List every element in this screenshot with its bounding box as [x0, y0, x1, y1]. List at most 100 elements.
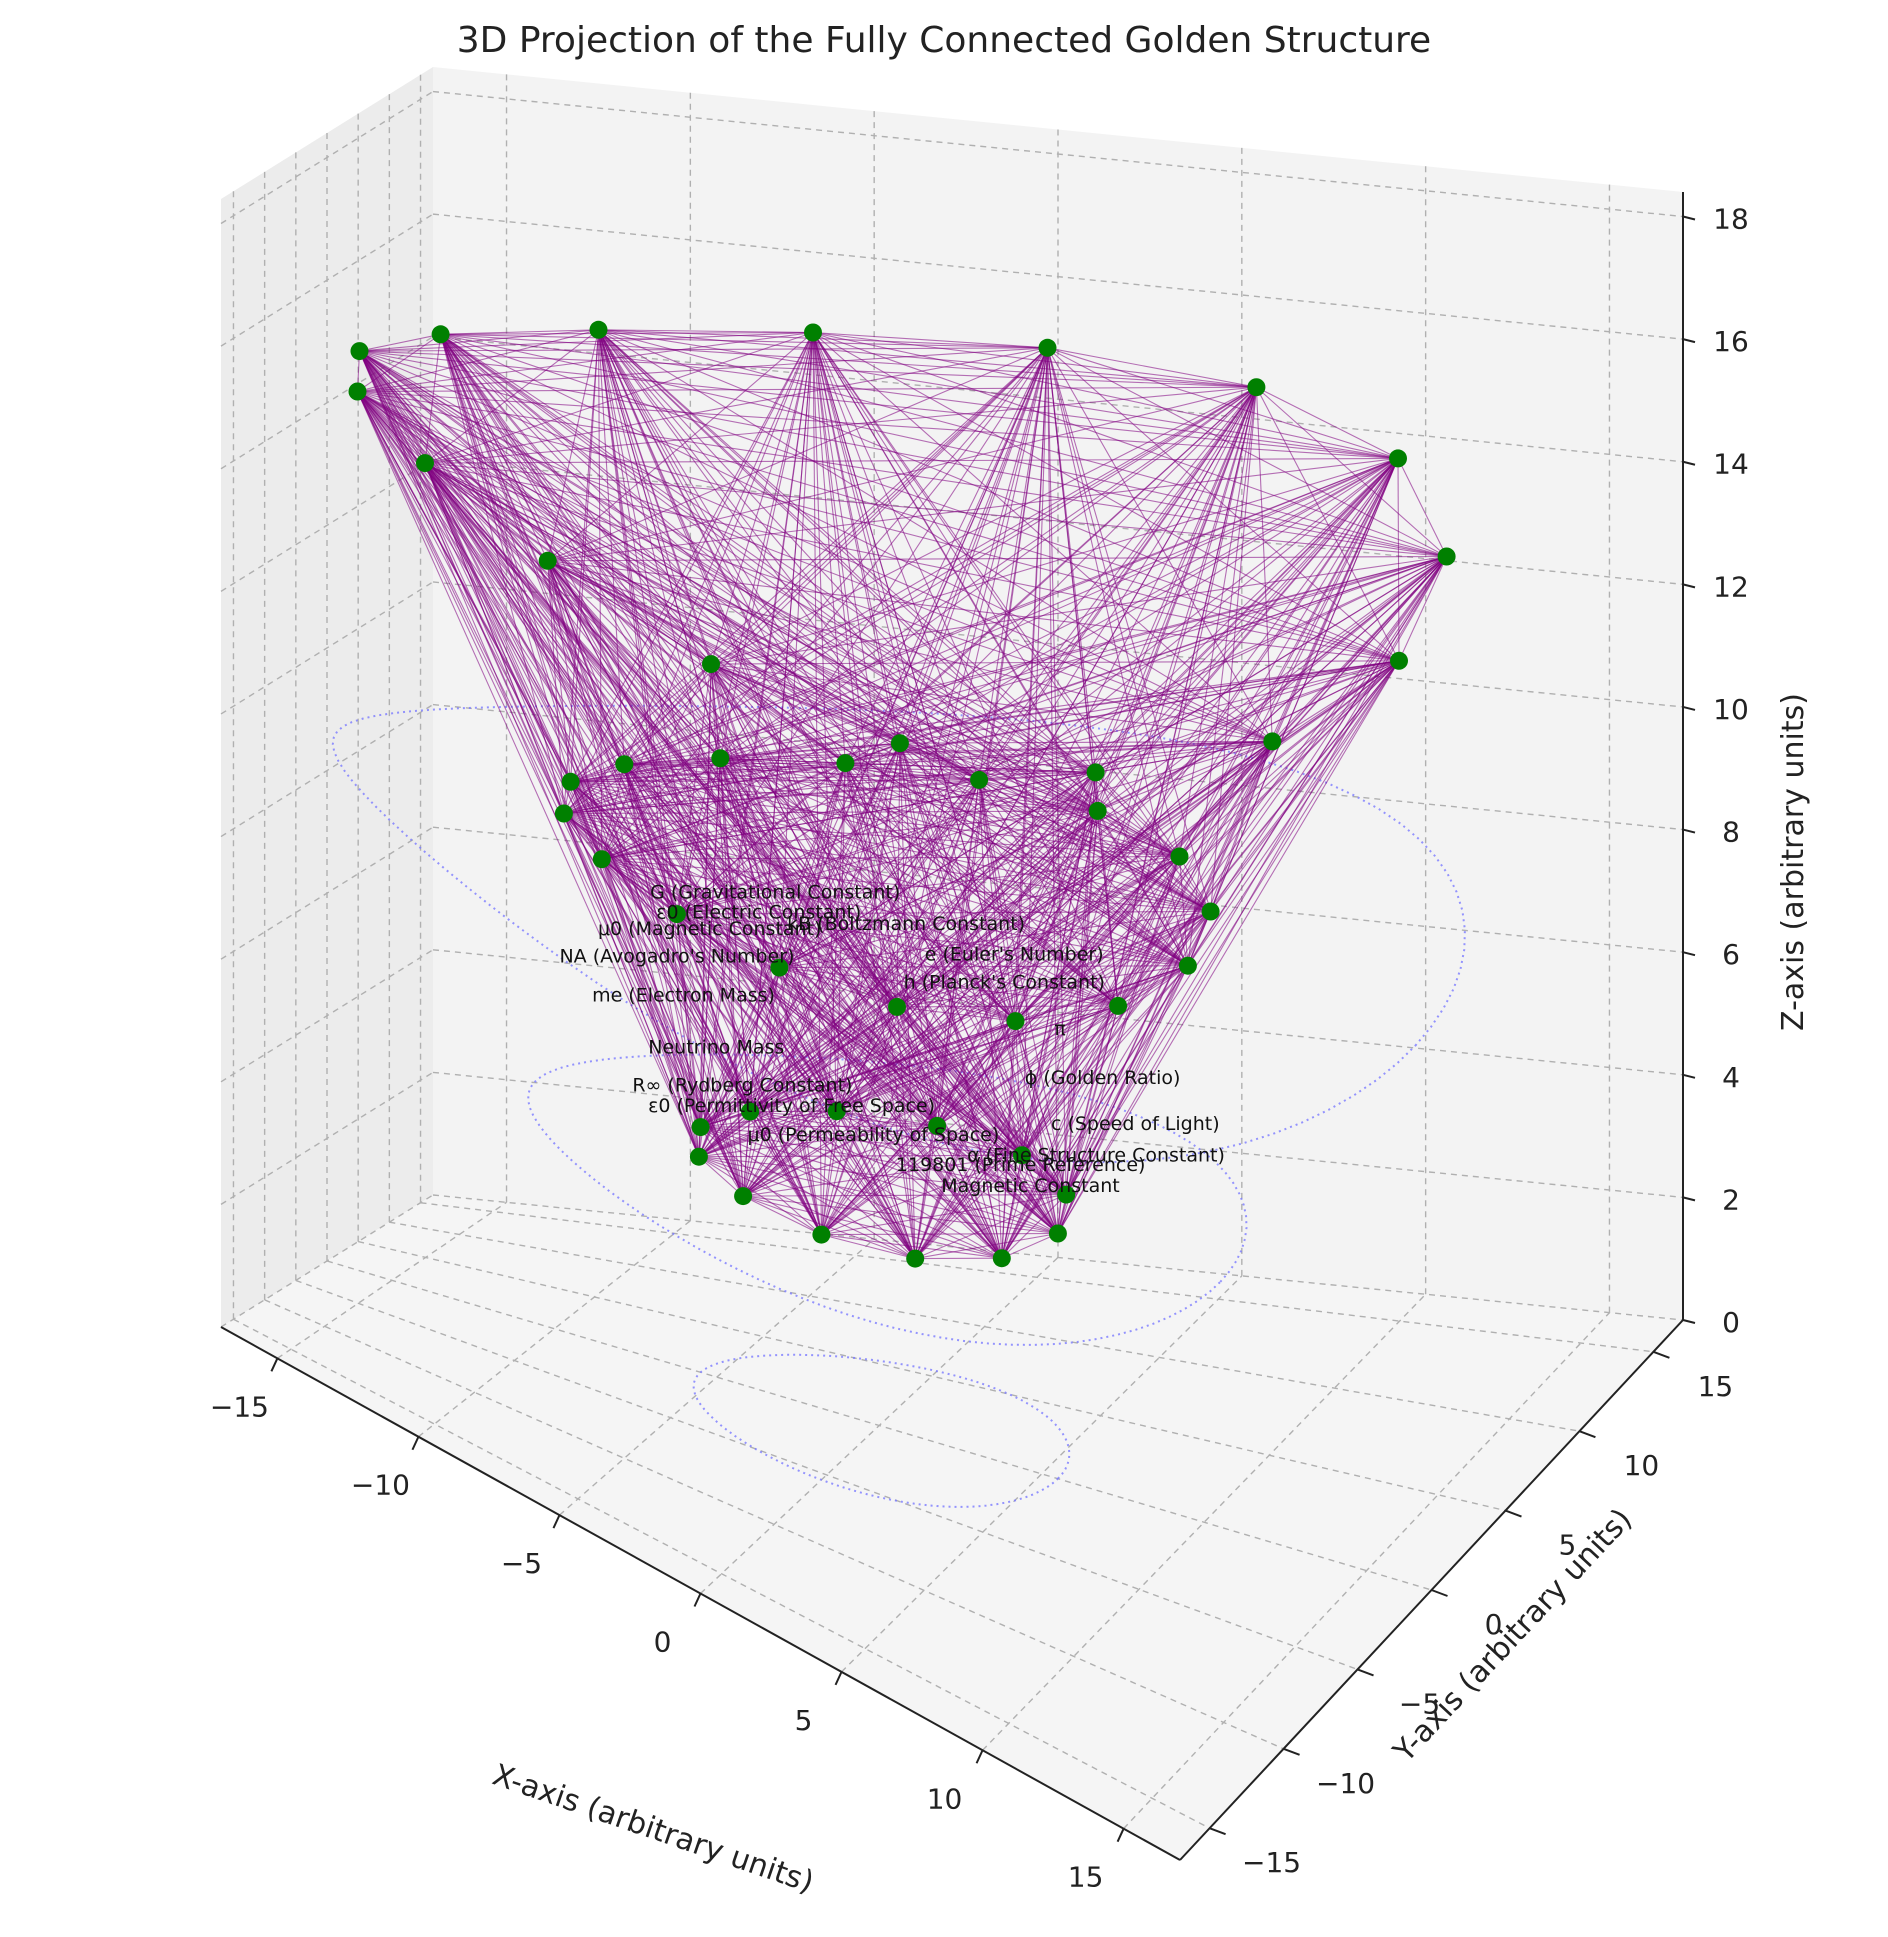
edge-line	[1210, 556, 1448, 912]
edge-line	[357, 331, 814, 393]
y-tick-mark	[1357, 1668, 1374, 1677]
edge-line	[836, 1110, 1067, 1196]
edge-line	[778, 967, 1003, 1259]
grid-left-z	[220, 336, 434, 470]
edge-line	[896, 1005, 1119, 1008]
edge-line	[710, 663, 780, 968]
edge-line	[1015, 856, 1180, 1022]
edge-line	[547, 560, 1096, 773]
edge-line	[719, 757, 898, 1008]
edge-line	[424, 462, 1096, 773]
edge-line	[698, 911, 1211, 1158]
edge-line	[357, 333, 441, 392]
edge-line	[779, 779, 980, 969]
edge-line	[812, 332, 1180, 857]
edge-line	[357, 391, 678, 915]
edge-line	[359, 350, 1447, 558]
edge-line	[357, 391, 565, 814]
edge-line	[440, 334, 1003, 1259]
edge-line	[597, 329, 838, 1112]
data-point	[416, 454, 434, 473]
edge-line	[936, 1125, 1067, 1196]
edge-line	[1210, 660, 1400, 912]
data-point	[1086, 763, 1105, 782]
edge-line	[896, 856, 1180, 1008]
edge-line	[424, 462, 549, 562]
edge-line	[601, 858, 1016, 1022]
edge-line	[676, 913, 916, 1259]
edge-line	[357, 391, 702, 1128]
chart-title: 3D Projection of the Fully Connected Gol…	[457, 20, 1431, 61]
edge-line	[978, 779, 1067, 1195]
edge-line	[623, 332, 814, 765]
edge-line	[710, 663, 898, 1008]
x-tick-label: −15	[210, 1390, 269, 1423]
edge-line	[1047, 347, 1447, 557]
annotation-label: NA (Avogadro's Number)	[559, 946, 794, 968]
edge-line	[440, 334, 572, 782]
edge-line	[424, 462, 980, 781]
edge-line	[424, 462, 1273, 742]
edge-line	[357, 391, 603, 860]
data-point	[702, 655, 720, 674]
edge-line	[601, 858, 916, 1259]
annotation-label: G (Gravitational Constant)	[650, 882, 900, 904]
edge-line	[601, 858, 838, 1112]
y-tick-mark	[1209, 1827, 1226, 1836]
edge-line	[1047, 347, 1400, 662]
edge-line	[899, 386, 1257, 744]
annotation-label: ε0 (Electric Constant)	[656, 902, 861, 924]
edge-line	[359, 331, 814, 352]
edge-line	[1047, 347, 1257, 388]
edge-line	[1001, 660, 1400, 1259]
edge-line	[676, 758, 721, 915]
edge-line	[812, 332, 846, 764]
edge-line	[1255, 387, 1273, 742]
grid-floor-y	[326, 1260, 1432, 1591]
edge-line	[1179, 458, 1399, 857]
edge-line	[440, 334, 603, 860]
data-point	[1038, 338, 1057, 357]
edge-line	[598, 329, 1273, 742]
edge-line	[359, 333, 441, 352]
edge-line	[570, 771, 1096, 783]
edge-line	[836, 1005, 1119, 1112]
edge-line	[698, 1156, 822, 1236]
edge-line	[601, 858, 822, 1235]
annotation-label: μ0 (Permeability of Space)	[748, 1124, 1000, 1146]
edge-line	[896, 1006, 938, 1127]
edge-line	[357, 391, 1119, 1007]
z-tick-mark	[1682, 460, 1696, 466]
edge-line	[742, 856, 1180, 1197]
edge-line	[359, 350, 1098, 812]
edge-line	[563, 810, 1098, 815]
edge-line	[936, 1005, 1119, 1127]
grid-left-z	[220, 458, 434, 592]
edge-line	[563, 813, 822, 1235]
edge-line	[1398, 556, 1448, 662]
edge-line	[563, 813, 603, 860]
edge-line	[1001, 458, 1399, 1259]
edge-line	[547, 457, 1399, 562]
edge-line	[424, 334, 442, 464]
data-point	[1389, 449, 1407, 468]
edge-line	[1179, 660, 1400, 857]
grid-floor-y	[358, 1240, 1506, 1512]
edge-line	[812, 332, 1119, 1007]
edge-line	[424, 386, 1257, 464]
edge-line	[1272, 660, 1400, 742]
edge-line	[676, 913, 822, 1235]
edge-line	[899, 740, 1273, 744]
annotation-label: μ0 (Magnetic Constant)	[598, 918, 822, 940]
edge-line	[563, 771, 1096, 815]
y-tick-mark	[1283, 1747, 1300, 1756]
grid-back-z	[432, 90, 1684, 218]
edge-line	[710, 386, 1257, 665]
edge-line	[424, 462, 603, 860]
edge-line	[440, 333, 1119, 1007]
edge-line	[440, 333, 1399, 459]
edge-line	[547, 386, 1257, 562]
edge-line	[719, 757, 1016, 1022]
edge-line	[357, 391, 898, 1008]
edge-line	[915, 1232, 1058, 1260]
